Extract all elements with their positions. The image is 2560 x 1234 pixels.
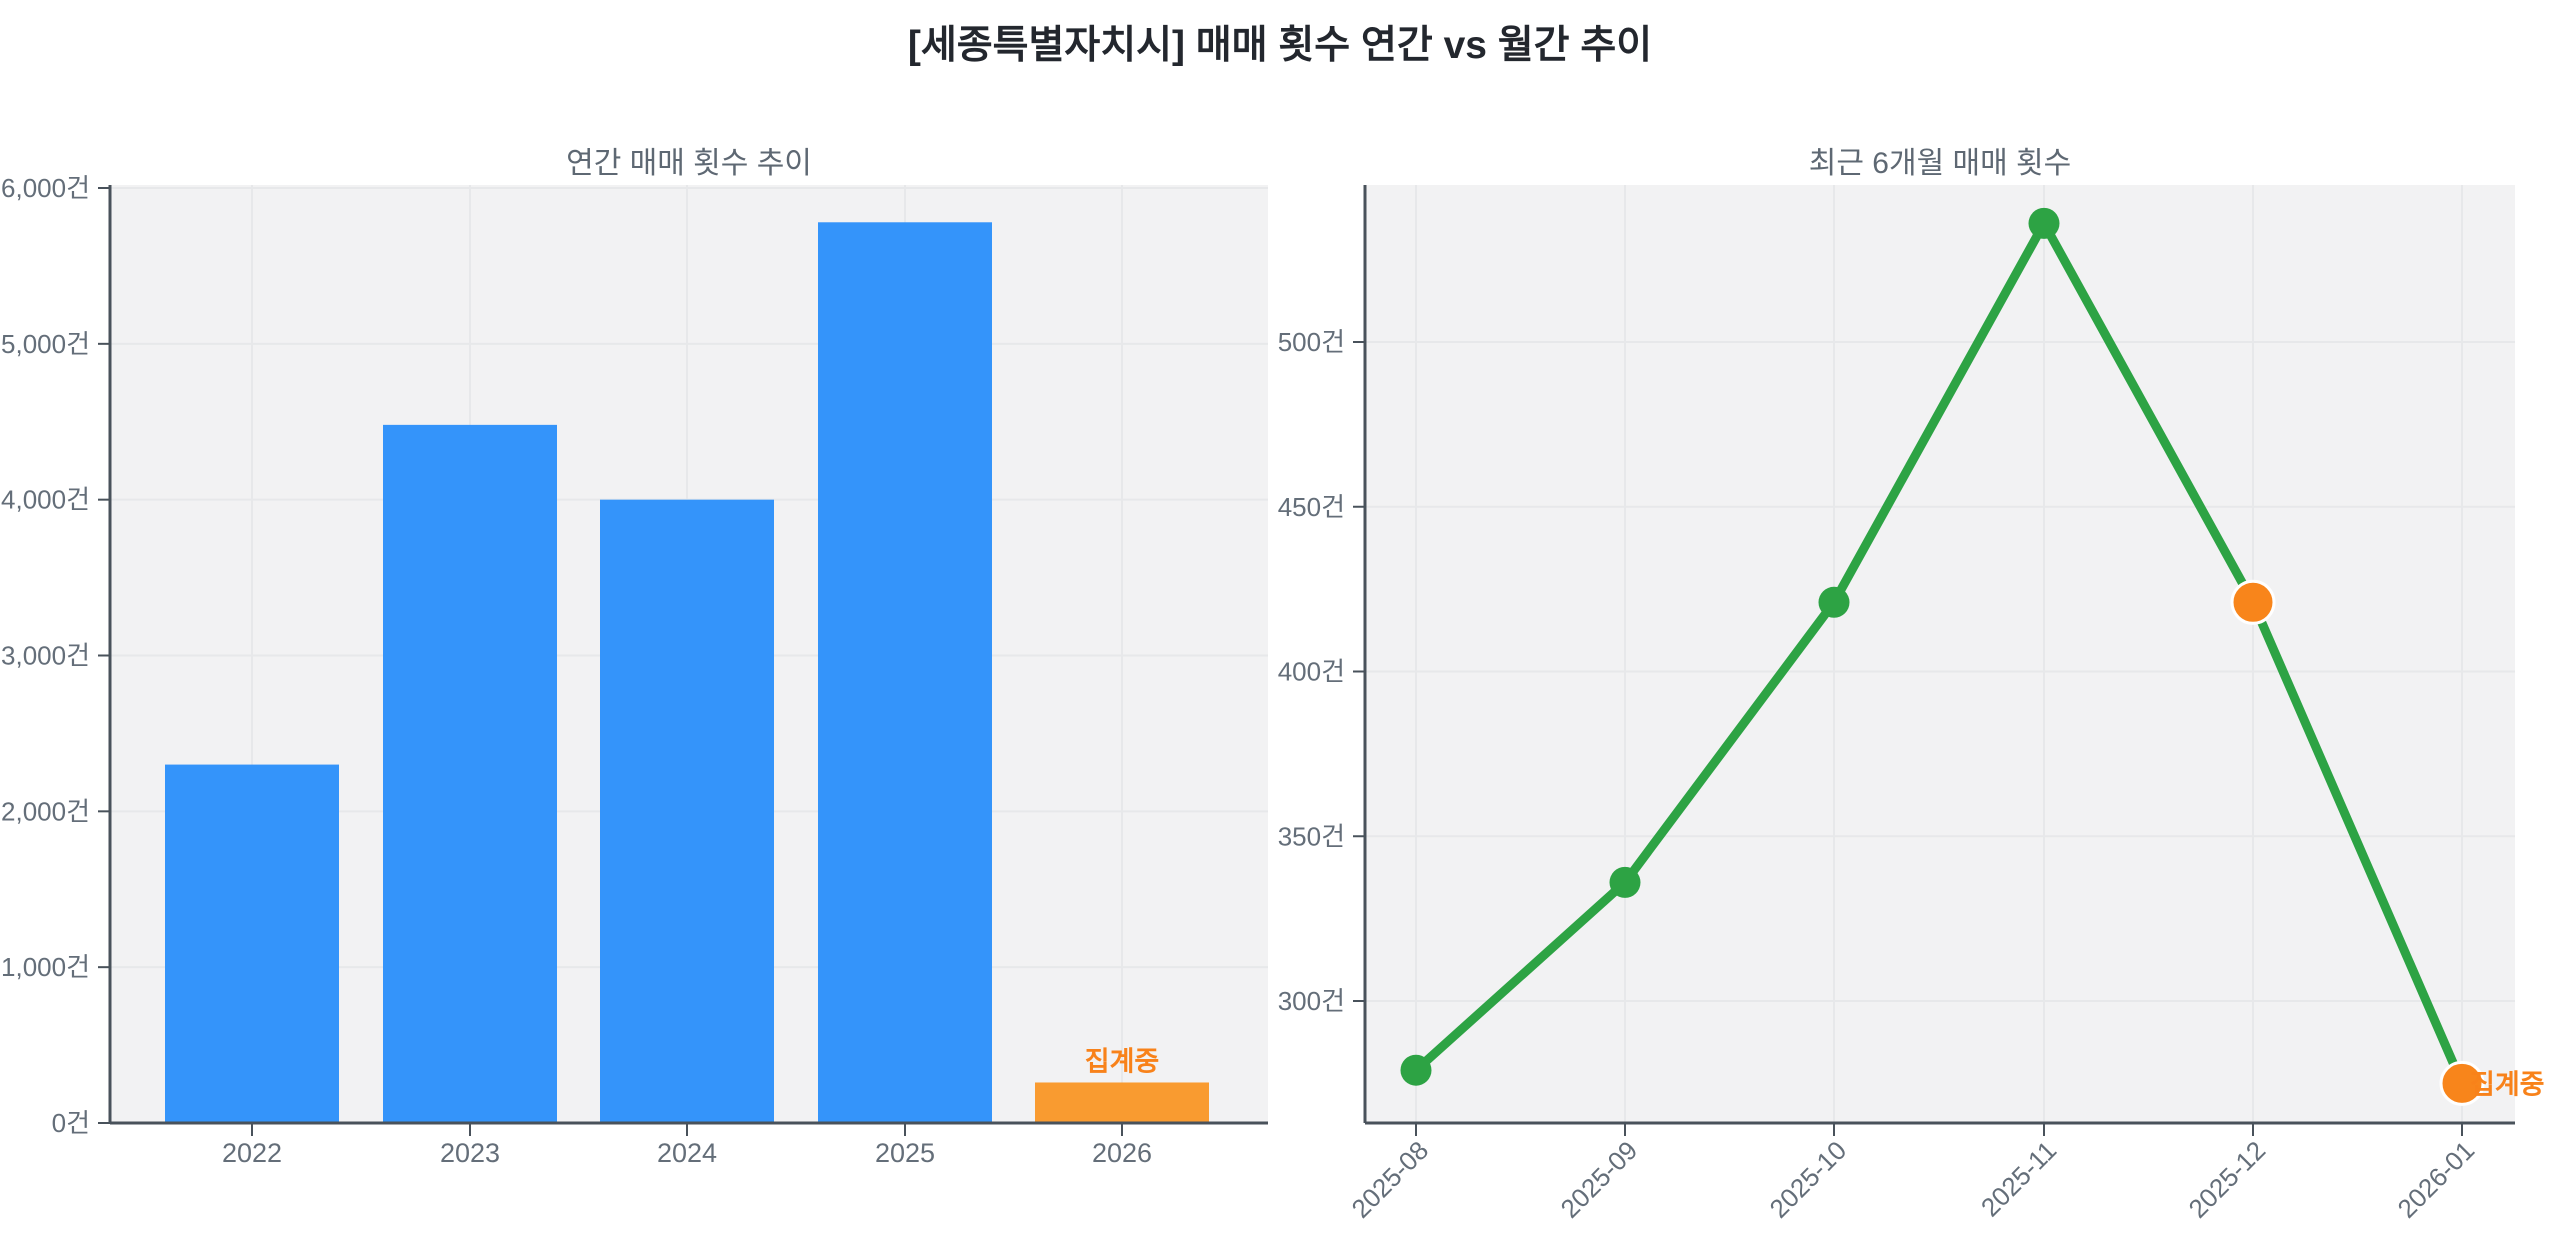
pending-label: 집계중 bbox=[2470, 1069, 2545, 1099]
x-tick-label: 2025 bbox=[875, 1138, 935, 1168]
bar-2024 bbox=[600, 499, 774, 1124]
monthly-chart-title: 최근 6개월 매매 횟수 bbox=[1808, 147, 2072, 180]
x-tick-label: 2025-11 bbox=[1975, 1135, 2062, 1222]
x-tick-label: 2024 bbox=[657, 1138, 717, 1168]
y-tick-label: 350건 bbox=[1278, 821, 1345, 851]
bar-2023 bbox=[383, 424, 557, 1123]
y-tick-label: 400건 bbox=[1278, 657, 1345, 687]
x-tick-label: 2022 bbox=[222, 1138, 282, 1168]
y-tick-label: 5,000건 bbox=[1, 329, 90, 359]
y-tick-label: 6,000건 bbox=[1, 173, 90, 203]
plot-area bbox=[1365, 185, 2515, 1123]
y-tick-label: 1,000건 bbox=[1, 952, 90, 982]
x-tick-label: 2023 bbox=[440, 1138, 500, 1168]
bar-2025 bbox=[818, 222, 992, 1124]
x-tick-label: 2025-12 bbox=[2183, 1135, 2272, 1224]
y-tick-label: 2,000건 bbox=[1, 796, 90, 826]
y-tick-label: 450건 bbox=[1278, 492, 1345, 522]
point-2025-12 bbox=[2230, 579, 2276, 625]
annual-bar-chart: 0건 1,000건 2,000건 3,000건 4,000건 5,000건 6,000건 20… bbox=[1, 173, 1268, 1168]
y-tick-label: 4,000건 bbox=[1, 485, 90, 515]
main-title: [세종특별자치시] 매매 횟수 연간 vs 월간 추이 bbox=[907, 24, 1653, 67]
pending-label: 집계중 bbox=[1085, 1046, 1160, 1076]
y-tick-label: 300건 bbox=[1278, 986, 1345, 1016]
y-tick-label: 0건 bbox=[52, 1108, 90, 1138]
bar-2022 bbox=[165, 764, 339, 1123]
point-2025-09 bbox=[1609, 866, 1641, 898]
point-2026-01 bbox=[2439, 1060, 2485, 1106]
x-tick-label: 2026 bbox=[1092, 1138, 1152, 1168]
y-tick-label: 3,000건 bbox=[1, 641, 90, 671]
x-tick-label: 2025-08 bbox=[1346, 1135, 1435, 1224]
monthly-line-chart: 300건 350건 400건 450건 500건 2025-08 2025-09 2025-1… bbox=[1278, 185, 2545, 1224]
trend-line bbox=[1411, 218, 2467, 1088]
point-2025-08 bbox=[1400, 1054, 1432, 1086]
x-tick-label: 2026-01 bbox=[2392, 1135, 2481, 1224]
point-2025-11 bbox=[2028, 207, 2060, 239]
y-tick-label: 500건 bbox=[1278, 327, 1345, 357]
point-2025-10 bbox=[1818, 586, 1850, 618]
x-tick-label: 2025-10 bbox=[1764, 1135, 1853, 1224]
bar-2026 bbox=[1035, 1082, 1209, 1123]
annual-chart-title: 연간 매매 횟수 추이 bbox=[566, 147, 812, 180]
x-tick-label: 2025-09 bbox=[1555, 1135, 1644, 1224]
